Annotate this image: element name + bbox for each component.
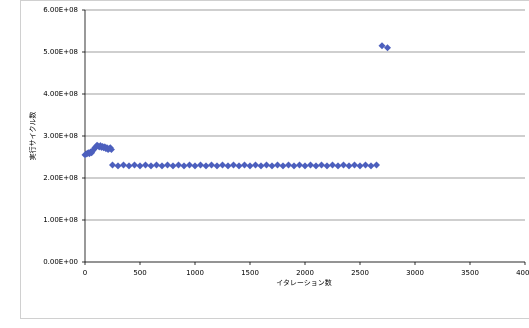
x-tick-label: 3000 bbox=[406, 269, 424, 277]
point bbox=[107, 145, 115, 153]
point bbox=[279, 162, 287, 170]
y-tick-label: 2.00E+08 bbox=[43, 174, 78, 182]
point bbox=[334, 162, 342, 170]
y-tick-label: 3.00E+08 bbox=[43, 132, 78, 140]
point bbox=[158, 162, 166, 170]
point bbox=[378, 42, 386, 50]
y-tick-label: 6.00E+08 bbox=[43, 6, 78, 14]
point bbox=[345, 162, 353, 170]
x-tick-label: 3500 bbox=[461, 269, 479, 277]
y-tick-label: 0.00E+00 bbox=[43, 258, 78, 266]
point bbox=[312, 162, 320, 170]
point bbox=[384, 44, 391, 52]
y-tick-label: 4.00E+08 bbox=[43, 90, 78, 98]
point bbox=[367, 162, 375, 170]
point bbox=[142, 161, 149, 169]
point bbox=[329, 161, 336, 169]
point bbox=[230, 161, 237, 169]
point bbox=[175, 161, 182, 169]
y-axis-label: 実行サイクル数 bbox=[28, 112, 37, 161]
x-tick-label: 1000 bbox=[186, 269, 204, 277]
point bbox=[296, 161, 303, 169]
point bbox=[246, 162, 254, 170]
point bbox=[180, 162, 188, 170]
chart-frame bbox=[20, 0, 529, 319]
x-tick-label: 2000 bbox=[296, 269, 314, 277]
y-tick-label: 5.00E+08 bbox=[43, 48, 78, 56]
point bbox=[136, 162, 144, 170]
x-tick-label: 0 bbox=[83, 269, 87, 277]
point bbox=[257, 162, 265, 170]
point bbox=[153, 161, 160, 169]
point bbox=[191, 162, 199, 170]
point bbox=[318, 161, 325, 169]
point bbox=[373, 161, 380, 169]
point bbox=[164, 161, 171, 169]
point bbox=[109, 161, 116, 169]
point bbox=[169, 162, 177, 170]
point bbox=[362, 161, 369, 169]
point bbox=[274, 161, 281, 169]
x-axis-label: イタレーション数 bbox=[276, 278, 332, 287]
x-tick-label: 500 bbox=[133, 269, 146, 277]
point bbox=[120, 161, 127, 169]
y-tick-label: 1.00E+08 bbox=[43, 216, 78, 224]
point bbox=[263, 161, 270, 169]
point bbox=[301, 162, 309, 170]
point bbox=[252, 161, 259, 169]
point bbox=[356, 162, 364, 170]
x-tick-label: 4000 bbox=[516, 269, 529, 277]
point bbox=[202, 162, 210, 170]
x-tick-label: 2500 bbox=[351, 269, 369, 277]
point bbox=[340, 161, 347, 169]
point bbox=[307, 161, 314, 169]
point bbox=[224, 162, 232, 170]
point bbox=[213, 162, 221, 170]
point bbox=[285, 161, 292, 169]
point bbox=[219, 161, 226, 169]
point bbox=[186, 161, 193, 169]
point bbox=[131, 161, 138, 169]
point bbox=[290, 162, 298, 170]
point bbox=[241, 161, 248, 169]
point bbox=[197, 161, 204, 169]
point bbox=[147, 162, 155, 170]
x-tick-label: 1500 bbox=[241, 269, 259, 277]
point bbox=[235, 162, 243, 170]
point bbox=[323, 162, 331, 170]
point bbox=[351, 161, 358, 169]
point bbox=[208, 161, 215, 169]
point bbox=[114, 162, 122, 170]
point bbox=[268, 162, 276, 170]
point bbox=[125, 162, 133, 170]
